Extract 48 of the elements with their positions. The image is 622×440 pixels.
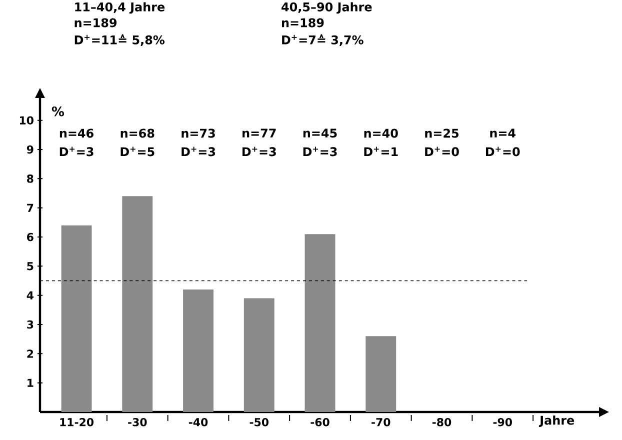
annotation: D$^{+}$=3	[242, 146, 276, 156]
bar	[122, 196, 153, 412]
x-axis-title: Jahre	[538, 416, 574, 427]
x-tick-label: -90	[493, 418, 512, 426]
y-tick-label: 6	[27, 232, 34, 242]
annotation: D$^{+}$=0	[486, 146, 520, 156]
bar	[244, 298, 274, 412]
text: n=189	[282, 18, 324, 28]
x-tick-label: 11-20	[60, 418, 94, 426]
annotation: n=4	[490, 128, 516, 138]
annotation: n=25	[425, 128, 458, 138]
text: 11–40,4 Jahre	[75, 2, 165, 14]
y-tick-label: 10	[20, 116, 34, 124]
annotation: D$^{+}$=3	[60, 146, 94, 156]
annotation: n=46	[60, 128, 94, 138]
y-tick-label: 2	[27, 350, 34, 358]
y-tick-label: 1	[28, 378, 34, 387]
x-tick-label: -70	[372, 418, 390, 426]
y-tick-label: 3	[27, 320, 34, 329]
x-tick-label: -60	[310, 418, 330, 426]
y-tick-label: 9	[26, 145, 34, 154]
x-tick-label: -80	[432, 418, 452, 426]
annotation: n=73	[182, 128, 215, 138]
y-tick-label: 7	[27, 204, 34, 212]
annotation: D$^{+}$=3	[182, 146, 216, 156]
text: 40,5–90 Jahre	[282, 2, 372, 14]
text: D$^{+}$=7≙ 3,7%	[282, 34, 364, 46]
x-tick-label: -30	[128, 418, 147, 426]
bar	[61, 225, 92, 412]
x-tick-label: -50	[250, 418, 269, 426]
bar	[304, 234, 336, 412]
text: n=189	[74, 18, 117, 28]
annotation: n=40	[364, 128, 398, 138]
annotation: D$^{+}$=3	[303, 146, 337, 156]
annotation: n=45	[303, 128, 337, 138]
annotation: D$^{+}$=0	[425, 146, 459, 156]
text: D$^{+}$=11≙ 5,8%	[74, 34, 165, 46]
annotation: n=68	[120, 128, 154, 138]
bar	[366, 336, 396, 412]
y-tick-label: 4	[26, 291, 34, 300]
annotation: n=77	[242, 128, 276, 138]
y-tick-label: 5	[27, 262, 34, 270]
y-tick-label: 8	[27, 174, 34, 183]
x-tick-label: -40	[188, 418, 208, 426]
annotation: D$^{+}$=5	[120, 146, 154, 156]
bar	[183, 290, 214, 412]
y-axis-title: %	[52, 106, 64, 116]
annotation: D$^{+}$=1	[364, 146, 398, 156]
